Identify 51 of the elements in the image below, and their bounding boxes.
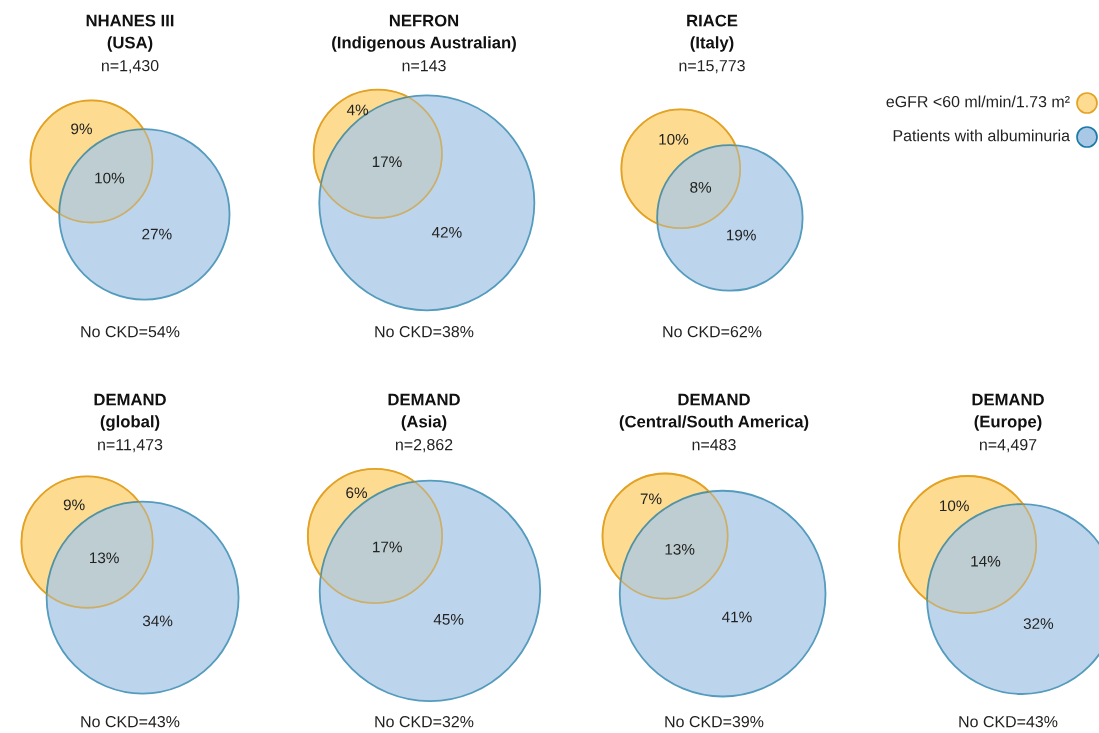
data-label: 27% <box>142 228 172 240</box>
text: n=11,473 <box>98 438 163 453</box>
data-label: 7% <box>640 493 662 505</box>
text: (Italy) <box>690 36 734 52</box>
data-label: 13% <box>665 543 695 555</box>
data-label: 34% <box>142 615 173 627</box>
data-label: 42% <box>431 226 462 238</box>
data-label: 45% <box>433 614 464 625</box>
text: (Central/South America) <box>619 415 809 431</box>
text: n=2,862 <box>395 438 453 453</box>
text: No CKD=54% <box>81 325 180 338</box>
text: n=143 <box>402 59 446 72</box>
data-label: 17% <box>372 156 402 168</box>
data-label: 9% <box>71 123 92 135</box>
data-label: 19% <box>727 229 756 241</box>
text: No CKD=39% <box>665 715 764 728</box>
text: DEMAND <box>388 393 460 406</box>
text: (USA) <box>107 36 153 52</box>
data-label: 9% <box>63 499 85 511</box>
data-label: 10% <box>95 172 125 184</box>
data-label: 14% <box>971 555 1001 567</box>
data-label: 17% <box>373 541 402 553</box>
data-label: 32% <box>1023 618 1054 629</box>
text: (Europe) <box>974 415 1042 431</box>
data-label: 10% <box>940 500 969 512</box>
data-label: 10% <box>659 133 689 145</box>
data-label: 6% <box>346 487 368 499</box>
text: n=15,773 <box>679 59 745 74</box>
text: NEFRON <box>389 14 459 27</box>
text: DEMAND <box>94 393 166 406</box>
text: n=483 <box>692 438 736 451</box>
text: (Indigenous Australian) <box>332 36 516 52</box>
text: No CKD=38% <box>375 325 474 338</box>
text: No CKD=32% <box>375 715 474 728</box>
text: (Asia) <box>401 415 447 431</box>
text: No CKD=62% <box>663 325 762 338</box>
legend-label: Patients with albuminuria <box>893 129 1071 142</box>
text: RIACE <box>687 14 738 27</box>
data-label: 8% <box>690 181 712 193</box>
text: n=4,497 <box>979 438 1037 453</box>
data-label: 13% <box>90 552 119 564</box>
text: No CKD=43% <box>959 715 1058 728</box>
text: n=1,430 <box>101 59 159 74</box>
data-label: 41% <box>722 611 752 623</box>
text: DEMAND <box>678 393 750 406</box>
text: (global) <box>100 415 160 431</box>
data-label: 4% <box>346 104 369 116</box>
text: No CKD=43% <box>81 715 180 728</box>
text: NHANES III <box>86 14 174 27</box>
legend-label: eGFR <60 ml/min/1.73 m² <box>886 95 1070 108</box>
text: DEMAND <box>972 393 1044 406</box>
